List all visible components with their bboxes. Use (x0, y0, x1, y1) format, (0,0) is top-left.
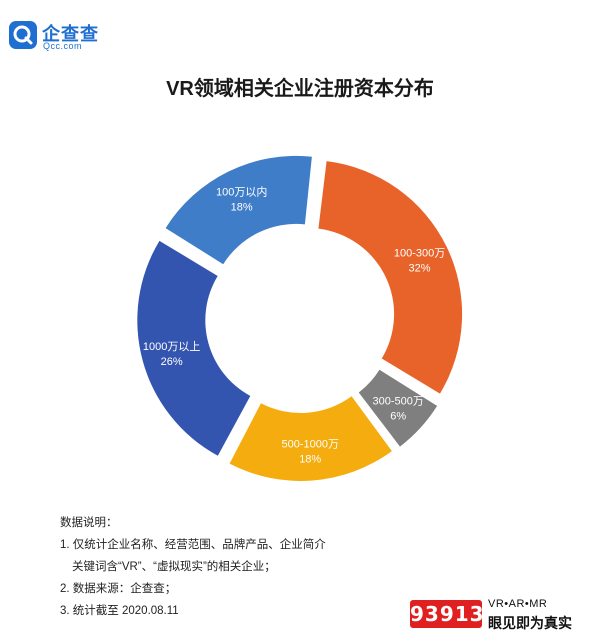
notes-line-2: 2. 数据来源：企查查； (60, 583, 177, 595)
slice-100万以内 (165, 155, 312, 265)
slice-category-label: 1000万以上 (143, 340, 200, 353)
slice-100-300万 (318, 161, 463, 394)
slice-category-label: 100万以内 (216, 184, 267, 198)
notes-line-3: 3. 统计截至 2020.08.11 (60, 605, 179, 617)
brand-93913: 93913 VR•AR•MR 眼见即为真实 (410, 594, 590, 634)
slice-percent-label: 26% (161, 356, 183, 368)
slice-percent-label: 32% (409, 263, 431, 275)
slice-500-1000万 (229, 396, 392, 481)
notes-line-1: 1. 仅统计企业名称、经营范围、品牌产品、企业简介 (60, 539, 326, 551)
chart-title: VR领域相关企业注册资本分布 (166, 78, 434, 100)
slice-category-label: 100-300万 (394, 248, 445, 260)
slice-percent-label: 18% (231, 201, 253, 213)
slice-category-label: 500-1000万 (281, 439, 339, 451)
notes-line-1b: 关键词含“VR”、“虚拟现实”的相关企业； (72, 561, 276, 573)
brand-bottom-text: 眼见即为真实 (488, 615, 572, 631)
slice-percent-label: 6% (390, 411, 406, 423)
logo-sub: Qcc.com (43, 41, 83, 51)
notes-heading: 数据说明： (60, 517, 118, 529)
slice-1000万以上 (137, 240, 251, 456)
data-notes: 数据说明： 1. 仅统计企业名称、经营范围、品牌产品、企业简介 关键词含“VR”… (60, 512, 326, 622)
qcc-logo-icon (9, 21, 37, 49)
brand-number: 93913 (410, 600, 485, 628)
logo-name: 企查查 (42, 24, 99, 44)
slice-300-500万 (358, 369, 438, 447)
slice-category-label: 300-500万 (373, 396, 424, 408)
slice-percent-label: 18% (299, 454, 321, 466)
brand-top-text: VR•AR•MR (488, 598, 548, 610)
qcc-logo: 企查查 Qcc.com (8, 20, 118, 54)
